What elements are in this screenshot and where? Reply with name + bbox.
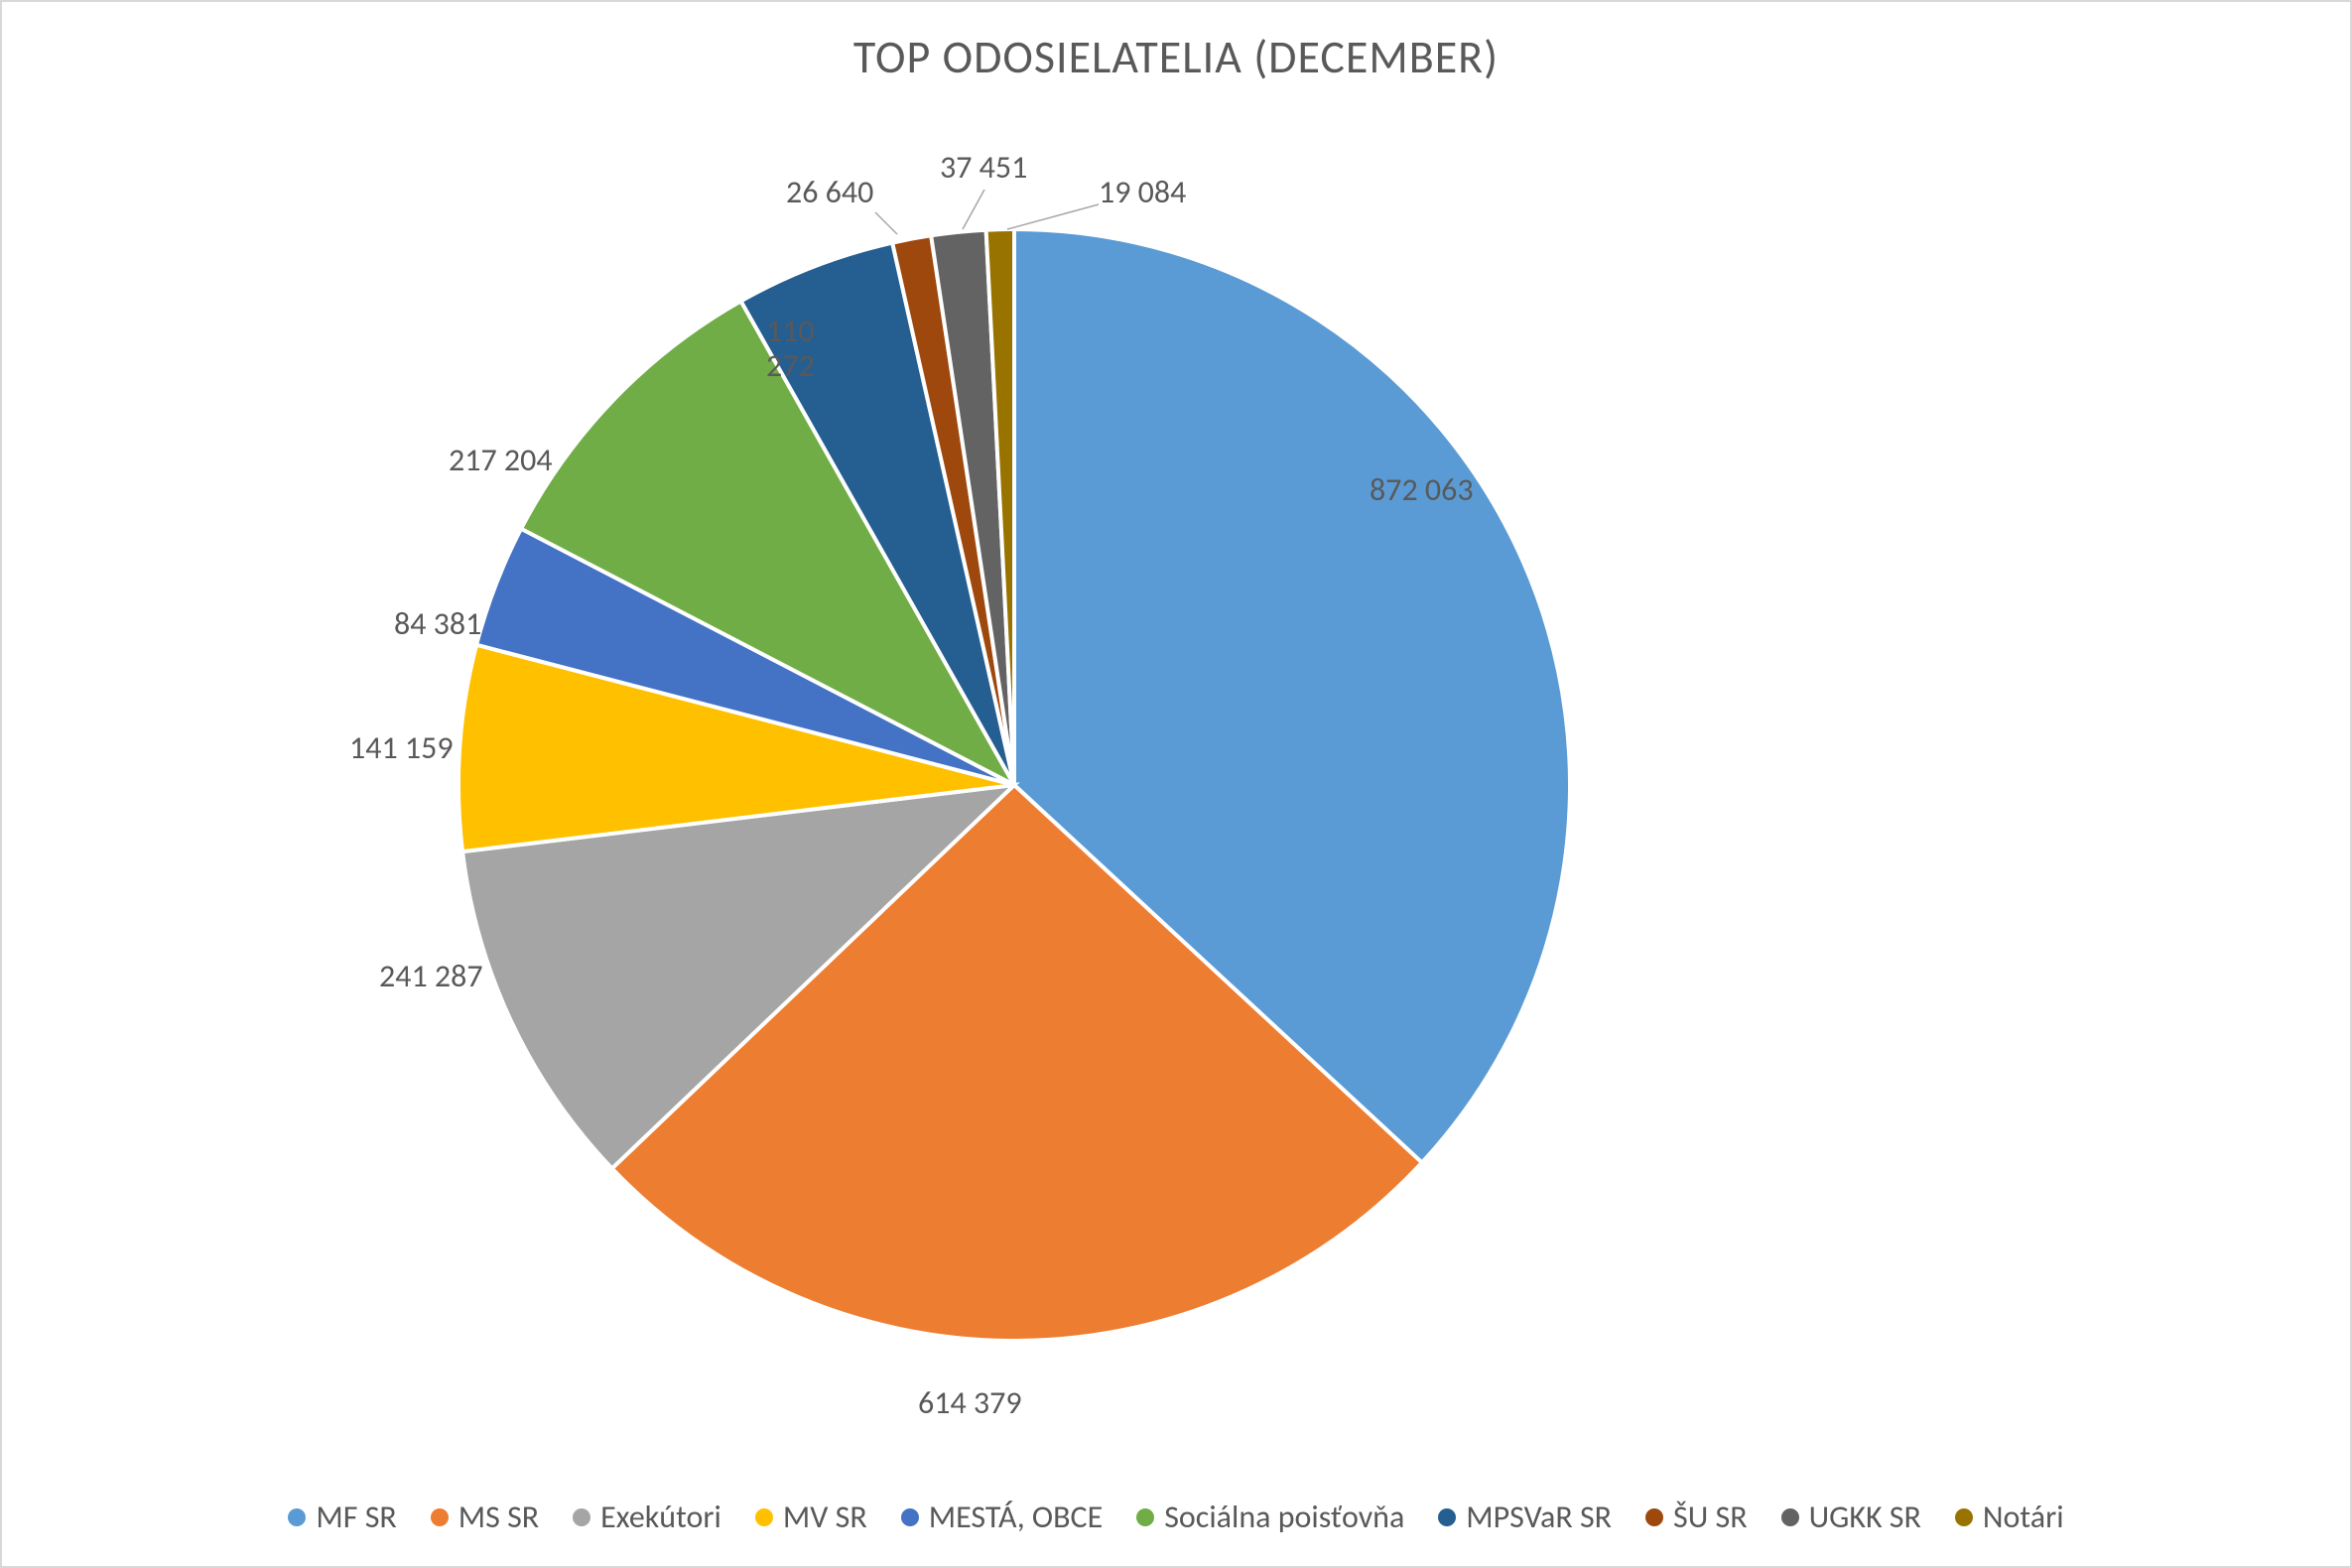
data-label: 37 451 (940, 150, 1027, 185)
legend-swatch (573, 1508, 590, 1526)
legend-swatch (431, 1508, 449, 1526)
legend-label: Exekútori (600, 1498, 721, 1536)
legend-item: MF SR (288, 1498, 396, 1536)
data-label: 84 381 (394, 606, 481, 641)
chart-legend: MF SR MS SR Exekútori MV SR MESTÁ, OBCE Sociá… (2, 1478, 2350, 1566)
legend-label: Notári (1983, 1498, 2064, 1536)
chart-frame: TOP ODOSIELATELIA (DECEMBER) 872 063 614 … (0, 0, 2352, 1568)
pie-chart (2, 95, 2352, 1485)
data-label: 872 063 (1370, 472, 1474, 507)
legend-item: Exekútori (573, 1498, 721, 1536)
legend-label: Sociálna poisťovňa (1164, 1498, 1404, 1536)
legend-item: MPSVaR SR (1438, 1498, 1612, 1536)
legend-swatch (1438, 1508, 1456, 1526)
legend-label: MF SR (316, 1498, 396, 1536)
legend-swatch (288, 1508, 306, 1526)
legend-label: MESTÁ, OBCE (929, 1498, 1104, 1536)
legend-swatch (1955, 1508, 1973, 1526)
data-label: 217 204 (449, 443, 553, 477)
legend-item: MS SR (431, 1498, 539, 1536)
legend-item: UGKK SR (1781, 1498, 1921, 1536)
data-label: 614 379 (918, 1385, 1022, 1420)
legend-label: ŠU SR (1673, 1498, 1748, 1536)
legend-swatch (901, 1508, 919, 1526)
legend-swatch (1781, 1508, 1799, 1526)
legend-label: MS SR (458, 1498, 539, 1536)
legend-item: MV SR (755, 1498, 867, 1536)
legend-item: Notári (1955, 1498, 2064, 1536)
legend-item: Sociálna poisťovňa (1136, 1498, 1404, 1536)
data-label: 110272 (766, 314, 815, 383)
data-label: 26 640 (786, 175, 873, 209)
legend-swatch (755, 1508, 773, 1526)
legend-swatch (1136, 1508, 1154, 1526)
data-label: 19 084 (1099, 175, 1186, 209)
pie-plot-area: 872 063 614 379 241 287 141 159 84 381 217 20… (2, 95, 2350, 1478)
data-label: 141 159 (349, 730, 454, 765)
legend-item: ŠU SR (1645, 1498, 1748, 1536)
data-label: 241 287 (379, 959, 483, 993)
legend-item: MESTÁ, OBCE (901, 1498, 1104, 1536)
chart-title: TOP ODOSIELATELIA (DECEMBER) (853, 30, 1499, 85)
legend-label: MV SR (783, 1498, 867, 1536)
legend-swatch (1645, 1508, 1663, 1526)
legend-label: MPSVaR SR (1466, 1498, 1612, 1536)
legend-label: UGKK SR (1809, 1498, 1921, 1536)
